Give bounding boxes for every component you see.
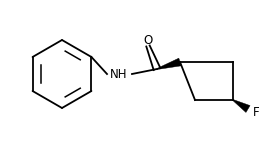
Polygon shape	[233, 100, 250, 112]
Text: NH: NH	[110, 67, 128, 81]
Polygon shape	[157, 58, 181, 69]
Text: O: O	[143, 34, 152, 46]
Text: F: F	[253, 106, 260, 120]
